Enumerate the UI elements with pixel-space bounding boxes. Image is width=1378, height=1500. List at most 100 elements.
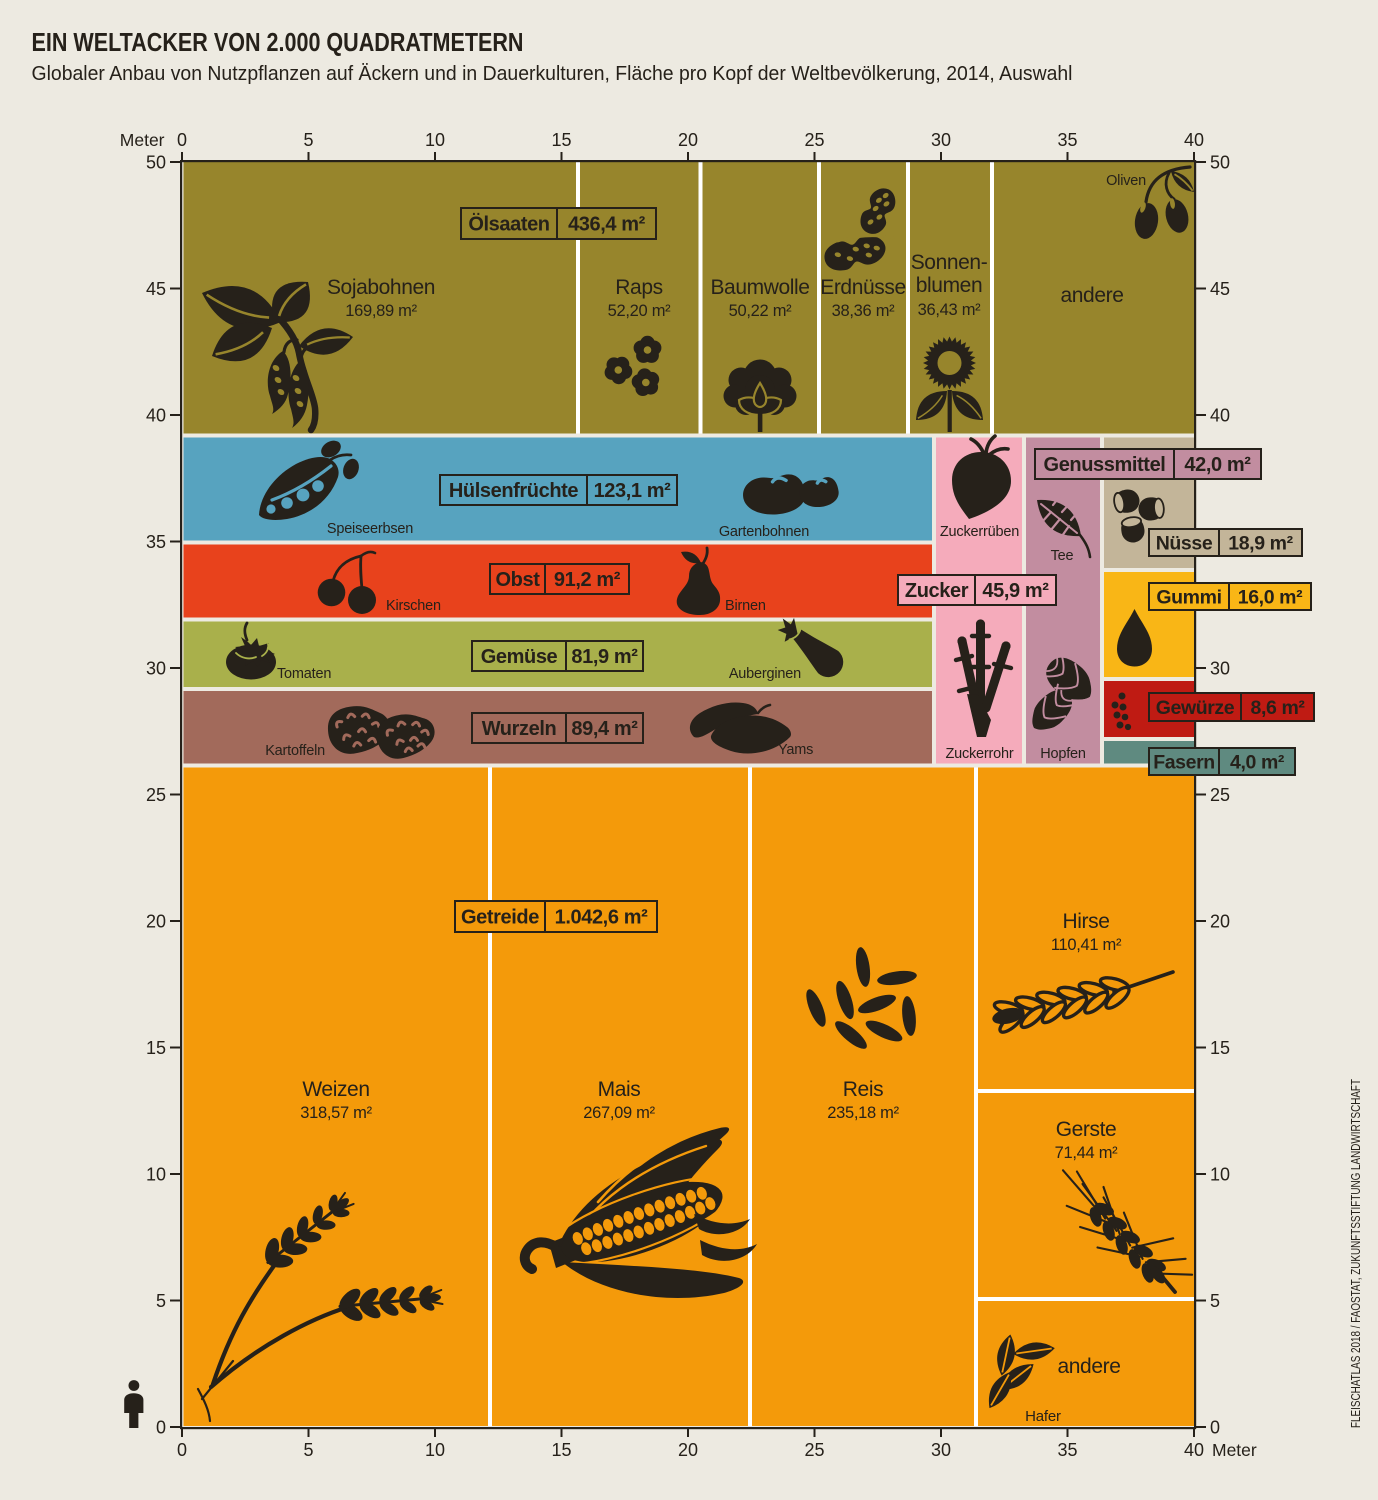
svg-text:25: 25 [146,785,166,805]
svg-text:38,36 m²: 38,36 m² [832,302,896,320]
svg-text:Genussmittel: Genussmittel [1044,454,1166,476]
svg-text:18,9 m²: 18,9 m² [1228,533,1293,555]
svg-text:10: 10 [425,130,445,150]
svg-text:Oliven: Oliven [1106,173,1146,189]
svg-text:35: 35 [1057,1440,1077,1460]
svg-text:50: 50 [1210,153,1230,173]
svg-text:Reis: Reis [843,1078,883,1101]
svg-text:10: 10 [1210,1165,1230,1185]
svg-text:267,09 m²: 267,09 m² [583,1104,655,1122]
svg-text:Hafer: Hafer [1025,1408,1061,1425]
svg-text:Kirschen: Kirschen [386,598,441,614]
svg-text:30: 30 [931,1440,951,1460]
svg-text:Gummi: Gummi [1156,587,1221,609]
svg-text:0: 0 [1210,1418,1220,1438]
svg-text:Hirse: Hirse [1062,910,1109,933]
svg-text:Getreide: Getreide [461,907,539,929]
svg-text:40: 40 [1210,406,1230,426]
svg-text:50: 50 [146,153,166,173]
svg-text:Raps: Raps [615,276,662,299]
svg-text:15: 15 [1210,1038,1230,1058]
svg-text:36,43 m²: 36,43 m² [918,301,982,319]
svg-text:andere: andere [1061,284,1124,307]
svg-text:52,20 m²: 52,20 m² [608,302,672,320]
svg-text:16,0 m²: 16,0 m² [1238,587,1303,609]
svg-text:Sonnen-: Sonnen- [911,251,988,274]
svg-text:Tee: Tee [1051,548,1074,564]
svg-text:25: 25 [804,1440,824,1460]
svg-text:0: 0 [156,1418,166,1438]
svg-text:Erdnüsse: Erdnüsse [820,276,906,299]
svg-text:89,4 m²: 89,4 m² [571,718,638,740]
svg-text:20: 20 [678,1440,698,1460]
svg-text:35: 35 [1057,130,1077,150]
svg-text:Mais: Mais [598,1078,641,1101]
svg-text:Zuckerrüben: Zuckerrüben [940,524,1019,540]
svg-text:blumen: blumen [916,274,982,297]
svg-text:20: 20 [678,130,698,150]
svg-text:30: 30 [146,659,166,679]
svg-text:5: 5 [156,1291,166,1311]
svg-text:Ölsaaten: Ölsaaten [468,213,549,236]
svg-text:5: 5 [303,1440,313,1460]
svg-text:25: 25 [804,130,824,150]
svg-text:20: 20 [146,912,166,932]
svg-text:40: 40 [1184,1440,1204,1460]
svg-text:Birnen: Birnen [725,598,766,614]
svg-text:0: 0 [177,130,187,150]
svg-text:Zuckerrohr: Zuckerrohr [945,746,1013,762]
svg-text:40: 40 [1184,130,1204,150]
svg-text:Gewürze: Gewürze [1156,697,1235,719]
svg-text:91,2 m²: 91,2 m² [554,569,621,591]
svg-text:Kartoffeln: Kartoffeln [265,743,325,759]
svg-text:1.042,6 m²: 1.042,6 m² [555,907,648,929]
svg-text:Auberginen: Auberginen [729,666,801,682]
svg-text:Gartenbohnen: Gartenbohnen [719,524,809,540]
svg-text:45: 45 [1210,279,1230,299]
svg-text:8,6 m²: 8,6 m² [1251,697,1306,719]
svg-text:Speiseerbsen: Speiseerbsen [327,521,413,537]
svg-text:Yams: Yams [778,742,813,758]
svg-text:Hülsenfrüchte: Hülsenfrüchte [449,480,579,502]
svg-text:71,44 m²: 71,44 m² [1055,1144,1119,1162]
svg-text:30: 30 [1210,659,1230,679]
svg-text:Tomaten: Tomaten [277,666,331,682]
svg-text:15: 15 [551,1440,571,1460]
svg-text:Fasern: Fasern [1153,752,1215,774]
svg-text:Gerste: Gerste [1056,1118,1117,1141]
svg-text:Hopfen: Hopfen [1040,746,1086,762]
svg-text:318,57 m²: 318,57 m² [300,1104,372,1122]
svg-text:Baumwolle: Baumwolle [710,276,809,299]
svg-text:Weizen: Weizen [302,1078,369,1101]
svg-text:Sojabohnen: Sojabohnen [327,276,435,299]
svg-text:15: 15 [146,1038,166,1058]
svg-text:0: 0 [177,1440,187,1460]
svg-text:25: 25 [1210,785,1230,805]
svg-text:Wurzeln: Wurzeln [482,718,557,740]
svg-text:10: 10 [425,1440,445,1460]
svg-text:15: 15 [551,130,571,150]
svg-text:50,22 m²: 50,22 m² [729,302,793,320]
svg-text:40: 40 [146,406,166,426]
svg-text:5: 5 [303,130,313,150]
svg-text:123,1 m²: 123,1 m² [594,480,672,502]
svg-text:45: 45 [146,279,166,299]
svg-text:42,0 m²: 42,0 m² [1184,454,1251,476]
svg-text:4,0 m²: 4,0 m² [1230,752,1285,774]
svg-text:10: 10 [146,1165,166,1185]
svg-text:169,89 m²: 169,89 m² [345,302,417,320]
svg-text:81,9 m²: 81,9 m² [571,646,638,668]
svg-text:20: 20 [1210,912,1230,932]
svg-text:EIN WELTACKER VON 2.000 QUADRA: EIN WELTACKER VON 2.000 QUADRATMETERN [32,29,524,57]
svg-text:Nüsse: Nüsse [1156,533,1213,555]
svg-text:110,41 m²: 110,41 m² [1051,936,1122,954]
svg-text:30: 30 [931,130,951,150]
svg-text:Meter: Meter [120,130,165,150]
svg-text:45,9 m²: 45,9 m² [982,580,1049,602]
svg-text:andere: andere [1058,1355,1121,1378]
svg-text:235,18 m²: 235,18 m² [827,1104,899,1122]
svg-text:436,4 m²: 436,4 m² [568,214,646,236]
svg-text:FLEISCHATLAS 2018 / FAOSTAT, Z: FLEISCHATLAS 2018 / FAOSTAT, ZUKUNFTSSTI… [1349,1079,1363,1428]
svg-text:Meter: Meter [1212,1440,1257,1460]
svg-text:Globaler Anbau von Nutzpflanze: Globaler Anbau von Nutzpflanzen auf Äcke… [32,62,1073,85]
